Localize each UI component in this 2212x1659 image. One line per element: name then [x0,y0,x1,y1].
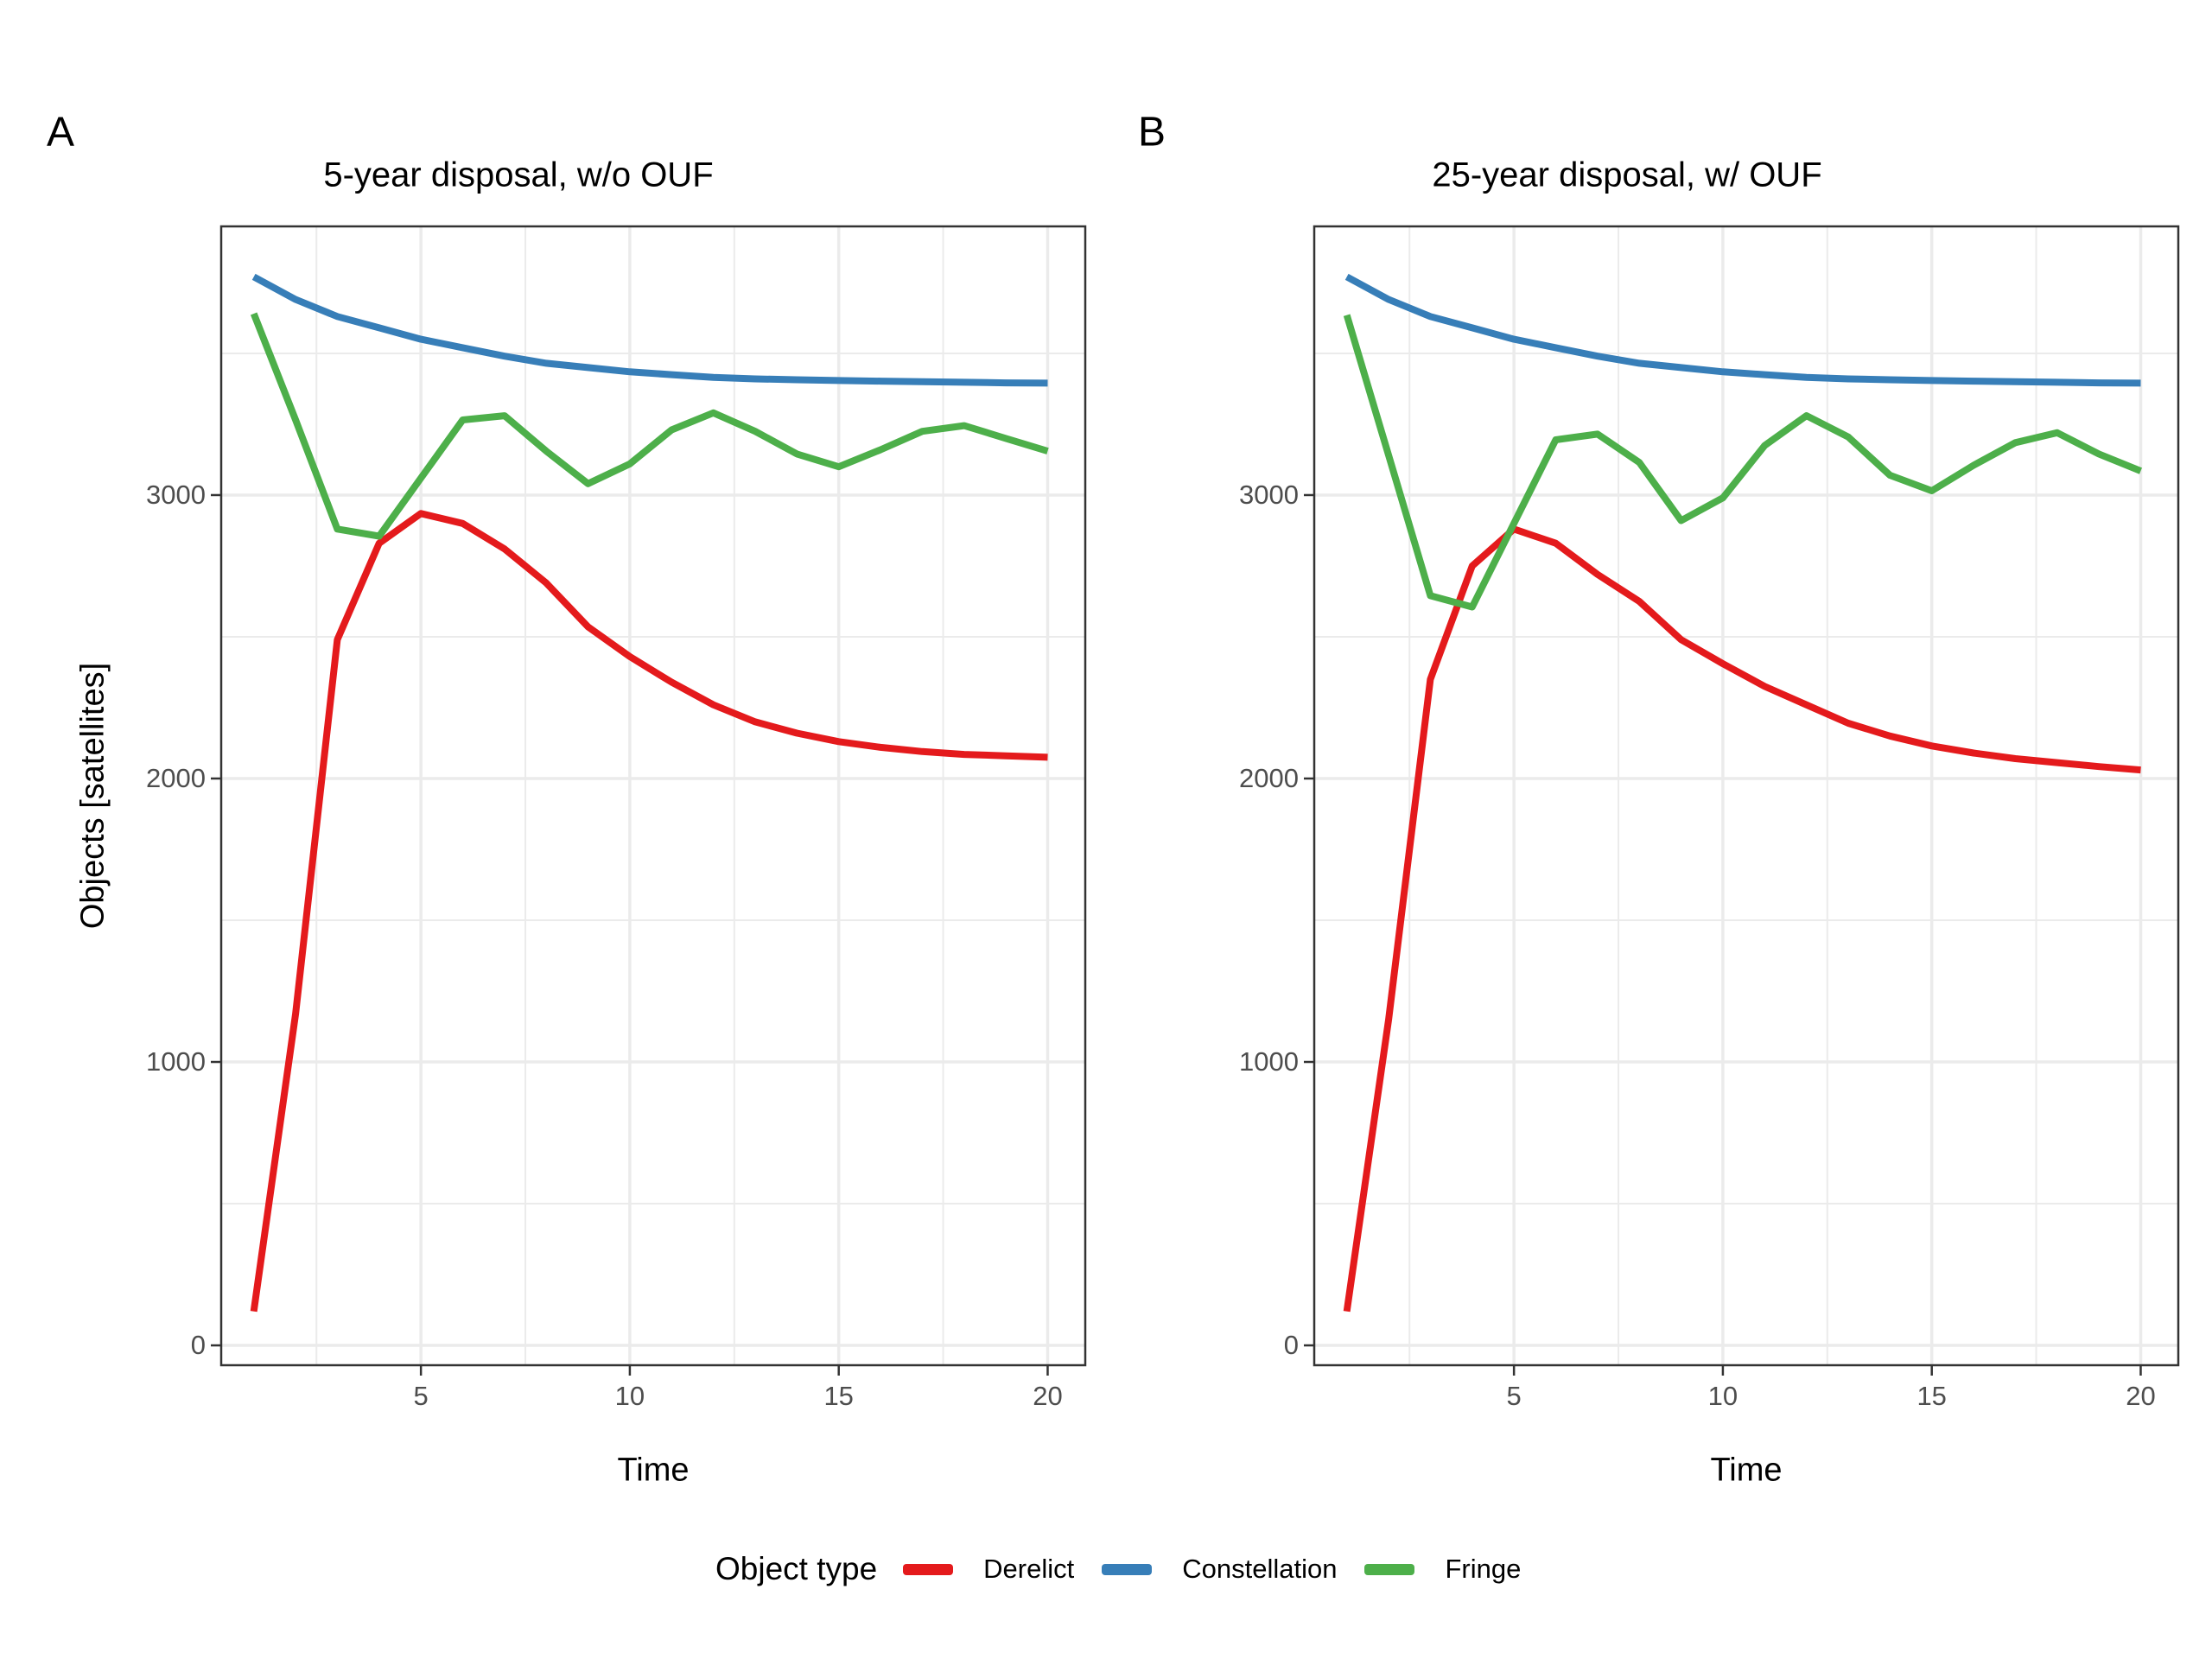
x-tick-label-a: 20 [1033,1381,1063,1411]
y-tick-label-a: 1000 [146,1046,206,1077]
series-derelict-a [250,510,1048,1313]
x-tick-label-a: 5 [413,1381,429,1411]
series-constellation-b [1344,273,2141,387]
legend-swatch-fringe [1364,1563,1415,1575]
y-tick-label-b: 0 [1283,1330,1299,1361]
y-tick-label-a: 2000 [146,762,206,793]
series-fringe-a [250,312,1049,540]
legend: Object type Derelict Constellation Fringe [715,1547,1548,1592]
legend-item-constellation: Constellation [1102,1554,1337,1585]
panel-border-b [1313,225,2180,1367]
y-tick-label-a: 3000 [146,479,206,510]
legend-title: Object type [715,1551,878,1586]
legend-label: Constellation [1182,1554,1338,1584]
x-tick-label-b: 5 [1506,1381,1522,1411]
panel-a-tag: A [46,109,75,156]
series-constellation-a [251,273,1048,387]
legend-label: Fringe [1445,1554,1522,1584]
y-axis-title: Objects [satellites] [74,662,111,930]
legend-swatch-constellation [1102,1563,1153,1575]
x-tick-label-a: 10 [614,1381,645,1411]
series-fringe-b [1343,314,2143,611]
y-tick-label-b: 2000 [1239,762,1299,793]
panel-b-tag: B [1137,109,1166,156]
y-tick-label-b: 3000 [1239,479,1299,510]
panel-a-title: 5-year disposal, w/o OUF [323,156,714,194]
legend-item-derelict: Derelict [903,1554,1074,1585]
panel-border-a [219,225,1087,1367]
y-tick-label-a: 0 [190,1330,206,1361]
x-tick-label-b: 15 [1916,1381,1947,1411]
legend-item-fringe: Fringe [1364,1554,1521,1585]
series-derelict-b [1343,525,2141,1313]
x-tick-label-b: 20 [2126,1381,2156,1411]
x-tick-label-a: 15 [823,1381,854,1411]
y-tick-label-b: 1000 [1239,1046,1299,1077]
x-axis-title-b: Time [1710,1452,1783,1489]
panel-b-title: 25-year disposal, w/ OUF [1432,156,1822,194]
legend-label: Derelict [983,1554,1075,1584]
legend-swatch-derelict [903,1563,954,1575]
x-axis-title-a: Time [617,1452,690,1489]
x-tick-label-b: 10 [1707,1381,1738,1411]
